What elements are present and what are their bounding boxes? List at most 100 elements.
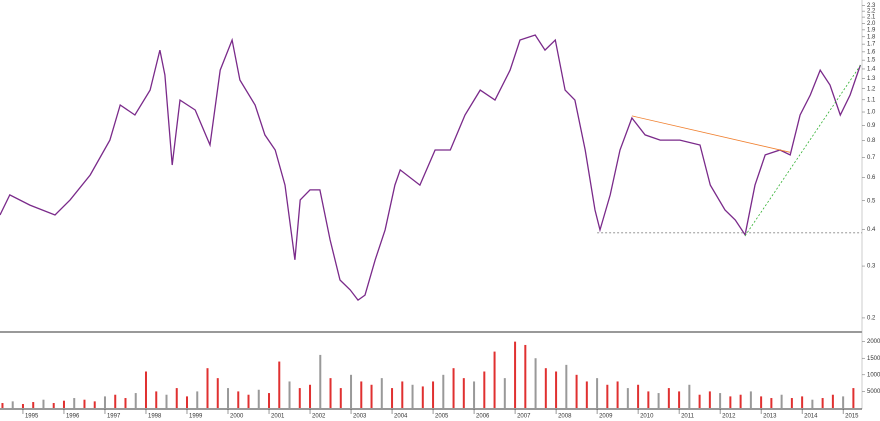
y-tick-label: 1.4 [867, 67, 876, 73]
y-tick-label: 0.4 [867, 227, 876, 233]
volume-bar [473, 381, 476, 408]
y-tick-label: 0.9 [867, 123, 876, 129]
volume-bar [698, 394, 701, 408]
volume-bar [739, 394, 742, 408]
y-tick-label: 0.2 [867, 316, 876, 322]
y-tick-label: 2.2 [867, 9, 876, 15]
y-tick-label: 0.7 [867, 155, 876, 161]
volume-bar [62, 400, 65, 408]
x-tick-label: 1995 [25, 414, 39, 420]
volume-bar [411, 384, 414, 408]
volume-bar [770, 398, 773, 408]
x-tick-label: 2008 [558, 414, 572, 420]
x-tick-label: 1997 [107, 414, 121, 420]
y-tick-label: 1.7 [867, 42, 876, 48]
volume-bar [21, 404, 24, 408]
volume-bar [206, 368, 209, 408]
volume-bar [114, 394, 117, 408]
y-tick-label: 20000 [867, 339, 880, 345]
volume-bar [370, 384, 373, 408]
x-tick-label: 2014 [804, 414, 818, 420]
y-tick-label: 1.5 [867, 58, 876, 64]
volume-bar [555, 371, 558, 408]
volume-bar [780, 394, 783, 408]
volume-bar [52, 403, 55, 408]
volume-bar [852, 388, 855, 408]
x-tick-label: 2005 [435, 414, 449, 420]
volume-bar [339, 388, 342, 408]
volume-bar [103, 396, 106, 408]
volume-bar [124, 398, 127, 408]
volume-bar [842, 396, 845, 408]
volume-bar [83, 399, 86, 408]
volume-bar [268, 393, 271, 408]
x-tick-label: 1998 [148, 414, 162, 420]
y-tick-label: 1.8 [867, 34, 876, 40]
volume-bar [585, 381, 588, 408]
y-tick-label: 1.3 [867, 76, 876, 82]
volume-bar [729, 396, 732, 408]
volume-bar [391, 388, 394, 408]
volume-bar [493, 351, 496, 408]
volume-bar [637, 384, 640, 408]
volume-bar [278, 361, 281, 408]
volume-bar [421, 386, 424, 408]
volume-bar [196, 391, 199, 408]
volume-bar [708, 391, 711, 408]
volume-bar [319, 354, 322, 408]
x-tick-label: 2009 [599, 414, 613, 420]
volume-bar [329, 378, 332, 408]
volume-bar [831, 394, 834, 408]
volume-bar [401, 381, 404, 408]
y-tick-label: 1.9 [867, 27, 876, 33]
volume-bar [452, 368, 455, 408]
x-tick-label: 2003 [353, 414, 367, 420]
volume-bar [216, 378, 219, 408]
volume-bar [288, 381, 291, 408]
x-tick-label: 2015 [845, 414, 859, 420]
volume-bar [678, 391, 681, 408]
volume-bar [155, 391, 158, 408]
y-tick-label: 15000 [867, 356, 880, 362]
y-tick-label: 0.8 [867, 138, 876, 144]
x-tick-label: 2006 [476, 414, 490, 420]
x-tick-label: 2013 [763, 414, 777, 420]
volume-bar [175, 388, 178, 408]
volume-bar [462, 378, 465, 408]
volume-bar [760, 396, 763, 408]
volume-bar [144, 371, 147, 408]
volume-bar [626, 388, 629, 408]
y-tick-label: 0.3 [867, 264, 876, 270]
volume-bar [247, 394, 250, 408]
volume-bar [524, 344, 527, 408]
volume-bar [360, 381, 363, 408]
x-tick-label: 2002 [312, 414, 326, 420]
volume-bar [606, 384, 609, 408]
x-tick-label: 1999 [189, 414, 203, 420]
volume-bar [801, 396, 804, 408]
y-tick-label: 1.1 [867, 97, 876, 103]
volume-bar [657, 393, 660, 408]
volume-bar [534, 358, 537, 408]
volume-bar [514, 341, 517, 408]
volume-bar [544, 368, 547, 408]
volume-bar [309, 384, 312, 408]
volume-bar [237, 391, 240, 408]
volume-bar [667, 388, 670, 408]
volume-bar [503, 378, 506, 408]
y-tick-label: 0.6 [867, 175, 876, 181]
volume-bar [616, 381, 619, 408]
x-tick-label: 2007 [517, 414, 531, 420]
x-tick-label: 2011 [681, 414, 695, 420]
y-tick-label: 1.2 [867, 86, 876, 92]
x-tick-label: 2004 [394, 414, 408, 420]
volume-bar [565, 364, 568, 408]
volume-bar [380, 378, 383, 408]
y-tick-label: 5000 [867, 389, 880, 395]
y-tick-label: 2.1 [867, 15, 876, 21]
volume-bar [73, 398, 76, 408]
y-tick-label: 0.5 [867, 198, 876, 204]
volume-bar [32, 402, 35, 408]
y-tick-label: 10000 [867, 372, 880, 378]
